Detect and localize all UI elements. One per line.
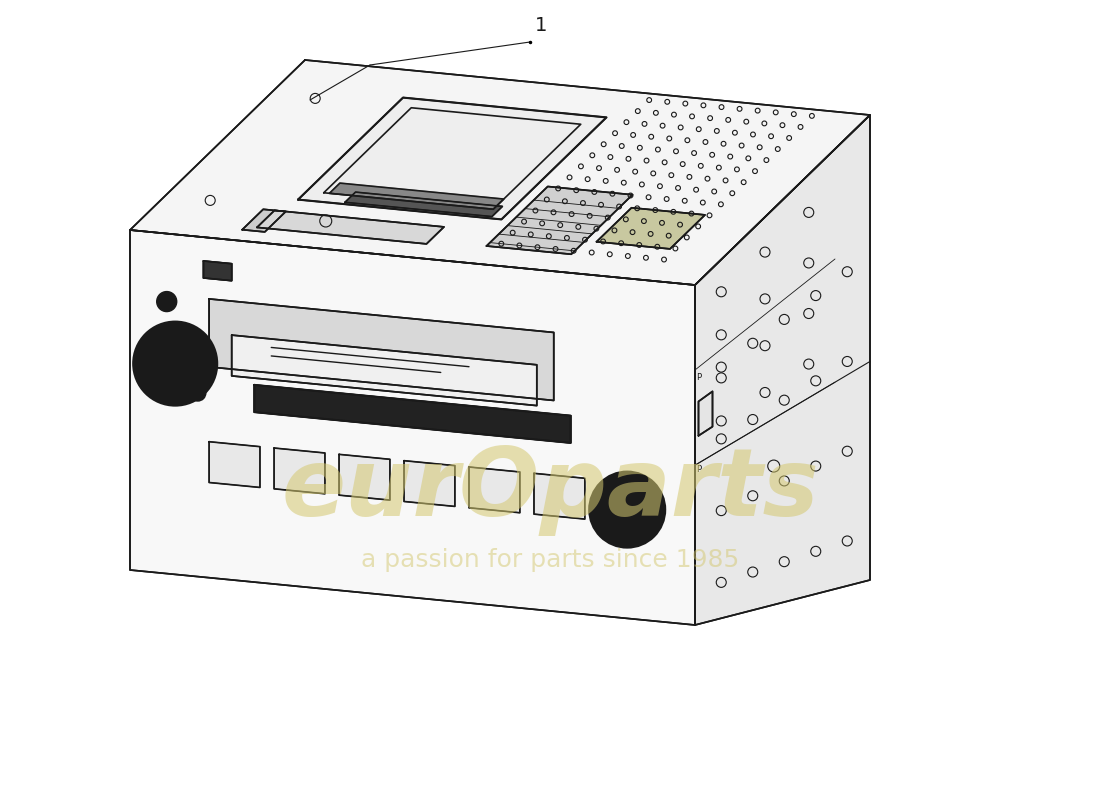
Polygon shape — [534, 474, 585, 519]
Text: eurOparts: eurOparts — [282, 444, 818, 536]
Polygon shape — [695, 115, 870, 625]
Polygon shape — [242, 210, 286, 232]
Polygon shape — [698, 391, 713, 436]
Polygon shape — [274, 448, 324, 494]
Circle shape — [190, 385, 206, 401]
Polygon shape — [254, 385, 571, 443]
Polygon shape — [345, 192, 503, 217]
Polygon shape — [596, 208, 705, 249]
Polygon shape — [257, 210, 444, 244]
Polygon shape — [209, 442, 260, 487]
Polygon shape — [209, 299, 553, 401]
Polygon shape — [469, 467, 520, 513]
Polygon shape — [404, 461, 455, 506]
Polygon shape — [486, 186, 632, 254]
Polygon shape — [130, 230, 695, 625]
Circle shape — [156, 291, 177, 311]
Circle shape — [133, 322, 217, 406]
Text: P: P — [696, 373, 701, 382]
Circle shape — [590, 471, 666, 547]
Polygon shape — [130, 60, 870, 285]
Text: a passion for parts since 1985: a passion for parts since 1985 — [361, 548, 739, 572]
Polygon shape — [329, 183, 504, 210]
Polygon shape — [204, 261, 232, 281]
Polygon shape — [298, 98, 606, 219]
Polygon shape — [339, 454, 389, 500]
Polygon shape — [232, 335, 537, 406]
Text: P: P — [696, 466, 701, 474]
Text: 1: 1 — [535, 16, 548, 35]
